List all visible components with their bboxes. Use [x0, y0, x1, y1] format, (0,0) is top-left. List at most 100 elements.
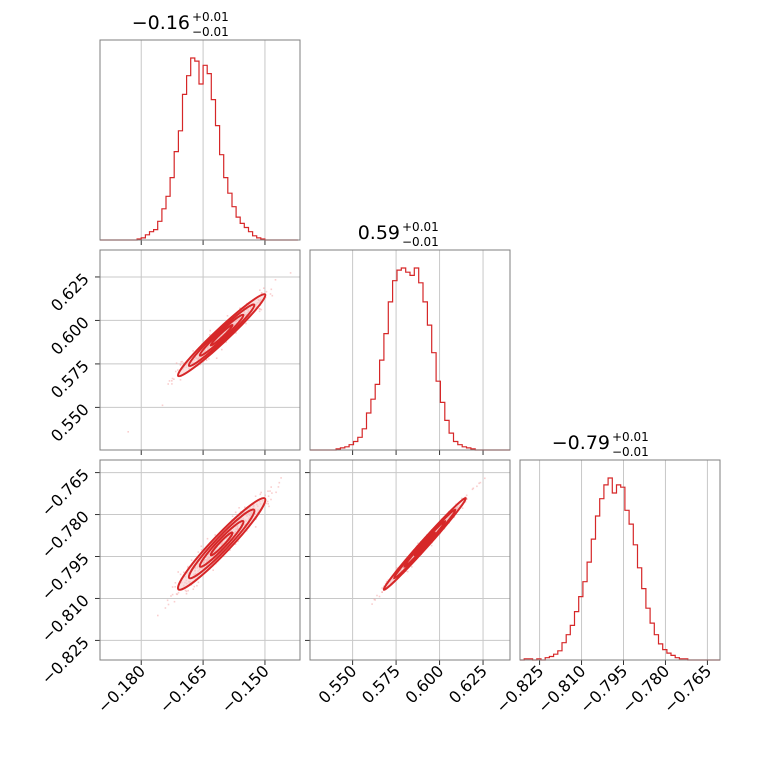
panel-frame	[309, 459, 511, 661]
sample-point	[265, 290, 268, 293]
sample-point	[471, 488, 474, 491]
sample-point	[268, 505, 270, 508]
sample-point	[254, 495, 257, 497]
y-tick-label: −0.765	[38, 465, 93, 520]
param-title-err-minus: −0.01	[192, 25, 229, 39]
sample-point	[263, 287, 265, 289]
sample-point	[171, 586, 174, 588]
sample-point	[267, 495, 270, 497]
sample-point	[270, 486, 272, 488]
sample-point	[197, 551, 200, 553]
sample-point	[184, 589, 187, 592]
x-tick-label: 0.550	[315, 661, 361, 707]
density-contours	[176, 497, 267, 591]
sample-point	[235, 332, 237, 334]
sample-point	[430, 544, 433, 547]
x-tick-label: −0.180	[94, 661, 149, 716]
sample-point	[180, 361, 182, 363]
sample-point	[171, 383, 173, 385]
x-tick-label: −0.165	[156, 661, 211, 716]
contour-line	[413, 531, 437, 557]
sample-point	[234, 543, 237, 545]
sample-point	[464, 501, 467, 503]
density-contours	[382, 497, 467, 591]
sample-point	[383, 585, 385, 588]
contour-fill	[177, 498, 266, 590]
scatter-panel-1-3	[95, 459, 301, 665]
sample-point	[371, 603, 373, 605]
sample-point	[190, 584, 193, 586]
sample-point	[267, 503, 269, 505]
sample-point	[168, 380, 171, 382]
sample-point	[373, 598, 376, 601]
contour-line	[176, 497, 267, 591]
sample-point	[192, 588, 195, 590]
sample-point	[244, 506, 246, 509]
sample-point	[171, 380, 173, 382]
panel-frame	[99, 249, 301, 451]
x-tick-label: −0.765	[660, 661, 715, 716]
contour-line	[198, 519, 245, 568]
sample-point	[215, 357, 218, 359]
x-tick-label: 0.600	[402, 661, 448, 707]
sample-point	[254, 526, 257, 528]
sample-point	[166, 599, 169, 602]
sample-point	[175, 370, 177, 373]
sample-point	[411, 566, 413, 568]
contour-fill	[177, 294, 266, 377]
sample-point	[177, 571, 179, 573]
sample-point	[258, 310, 261, 313]
sample-point	[478, 482, 480, 485]
sample-point	[259, 289, 261, 291]
panel-frame	[309, 249, 511, 451]
sample-point	[187, 567, 189, 569]
y-tick-label: 0.625	[47, 269, 93, 315]
contour-line	[198, 313, 245, 357]
sample-point	[177, 591, 180, 594]
sample-point	[174, 582, 177, 584]
sample-point	[171, 377, 174, 380]
sample-point	[208, 358, 210, 360]
sample-point	[238, 507, 240, 509]
histogram-step-line	[520, 477, 720, 661]
sample-point	[197, 581, 200, 584]
sample-point	[374, 599, 376, 601]
param-title-err-minus: −0.01	[612, 445, 649, 459]
scatter-panel-2-3	[305, 459, 511, 665]
sample-point	[170, 595, 172, 597]
sample-point	[234, 511, 237, 514]
x-tick-label: −0.150	[217, 661, 272, 716]
histogram-step-line	[100, 57, 298, 241]
sample-point	[278, 481, 281, 484]
sample-point	[245, 322, 247, 325]
sample-point	[157, 614, 159, 617]
sample-point	[396, 567, 398, 569]
sample-point	[225, 341, 227, 343]
sample-point	[261, 292, 263, 294]
sample-point	[266, 500, 269, 503]
sample-point	[461, 507, 464, 509]
sample-point	[260, 308, 263, 311]
scatter-panel-1-2	[95, 249, 301, 455]
sample-point	[406, 570, 409, 573]
sample-point	[231, 515, 234, 517]
sample-point	[181, 360, 183, 363]
sample-point	[167, 383, 169, 385]
sample-point	[258, 308, 261, 310]
contour-line	[176, 293, 267, 378]
sample-point	[271, 294, 274, 297]
sample-point	[164, 607, 167, 609]
sample-point	[173, 378, 175, 380]
sample-point	[205, 358, 208, 361]
sample-point	[381, 591, 383, 593]
sample-point	[177, 369, 179, 371]
sample-point	[193, 585, 196, 588]
param-title-median: −0.79	[552, 432, 610, 454]
panel-frame	[99, 459, 301, 661]
sample-point	[417, 542, 419, 545]
sample-point	[381, 587, 383, 589]
sample-point	[199, 363, 202, 366]
sample-point	[175, 362, 178, 364]
sample-point	[274, 279, 277, 281]
